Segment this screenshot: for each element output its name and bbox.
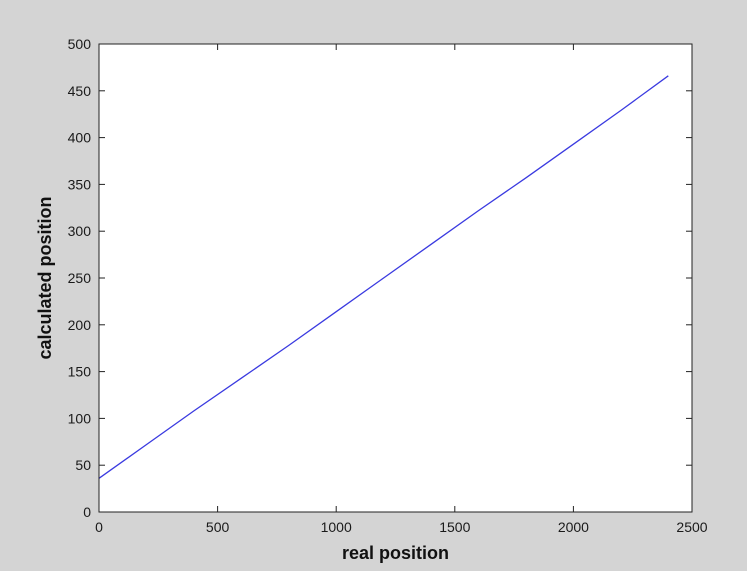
y-axis: 0 50 100 150 200 250 300 350 400 450 500 <box>68 36 692 520</box>
y-tick-label: 100 <box>68 410 92 426</box>
x-tick-label: 0 <box>95 519 103 535</box>
y-tick-label: 500 <box>68 36 92 52</box>
x-tick-label: 2000 <box>558 519 589 535</box>
y-tick-label: 0 <box>83 504 91 520</box>
y-tick-label: 450 <box>68 83 92 99</box>
y-axis-label: calculated position <box>35 196 55 359</box>
y-tick-label: 150 <box>68 364 92 380</box>
series-layer <box>98 75 669 479</box>
series-line <box>98 75 669 479</box>
x-axis: 0 500 1000 1500 2000 2500 <box>95 44 708 535</box>
y-tick-label: 350 <box>68 176 92 192</box>
y-tick-label: 50 <box>75 457 91 473</box>
y-tick-label: 250 <box>68 270 92 286</box>
x-tick-label: 1000 <box>321 519 352 535</box>
y-tick-label: 200 <box>68 317 92 333</box>
x-tick-label: 500 <box>206 519 230 535</box>
x-tick-label: 1500 <box>439 519 470 535</box>
y-tick-label: 300 <box>68 223 92 239</box>
x-axis-label: real position <box>342 543 449 563</box>
plot-area <box>99 44 692 512</box>
x-tick-label: 2500 <box>676 519 707 535</box>
y-tick-label: 400 <box>68 130 92 146</box>
